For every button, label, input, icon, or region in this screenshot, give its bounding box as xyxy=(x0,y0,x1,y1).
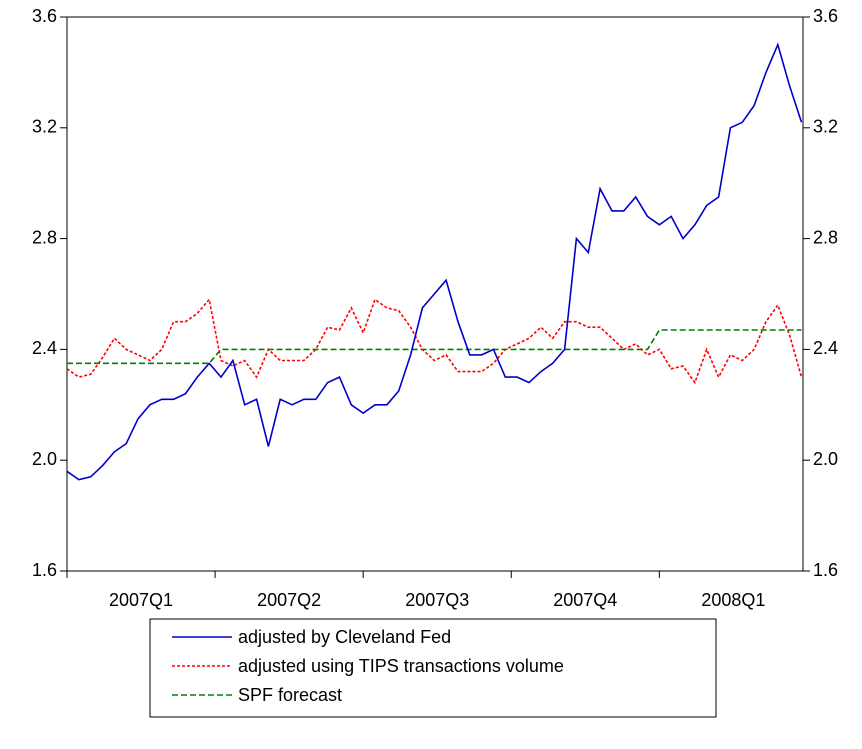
x-tick-label: 2008Q1 xyxy=(701,590,765,610)
y2-tick-label: 3.6 xyxy=(813,6,838,26)
y-tick-label: 2.8 xyxy=(32,227,57,247)
legend-label: adjusted using TIPS transactions volume xyxy=(238,656,564,676)
y-tick-label: 2.0 xyxy=(32,449,57,469)
y2-tick-label: 2.0 xyxy=(813,449,838,469)
x-tick-label: 2007Q4 xyxy=(553,590,617,610)
legend-box xyxy=(149,618,717,718)
y2-tick-label: 1.6 xyxy=(813,560,838,580)
series-line xyxy=(66,297,803,385)
x-tick-label: 2007Q2 xyxy=(257,590,321,610)
y2-tick-label: 2.8 xyxy=(813,227,838,247)
y2-tick-label: 2.4 xyxy=(813,338,838,358)
y-tick-label: 2.4 xyxy=(32,338,57,358)
y-tick-label: 3.6 xyxy=(32,6,57,26)
y-tick-label: 1.6 xyxy=(32,560,57,580)
x-tick-label: 2007Q3 xyxy=(405,590,469,610)
x-tick-label: 2007Q1 xyxy=(109,590,173,610)
series-line xyxy=(67,329,802,365)
legend-label: adjusted by Cleveland Fed xyxy=(238,627,451,647)
y2-tick-label: 3.2 xyxy=(813,117,838,137)
plot-frame xyxy=(66,16,804,572)
series-line xyxy=(66,42,803,481)
legend-label: SPF forecast xyxy=(238,685,342,705)
y-tick-label: 3.2 xyxy=(32,117,57,137)
